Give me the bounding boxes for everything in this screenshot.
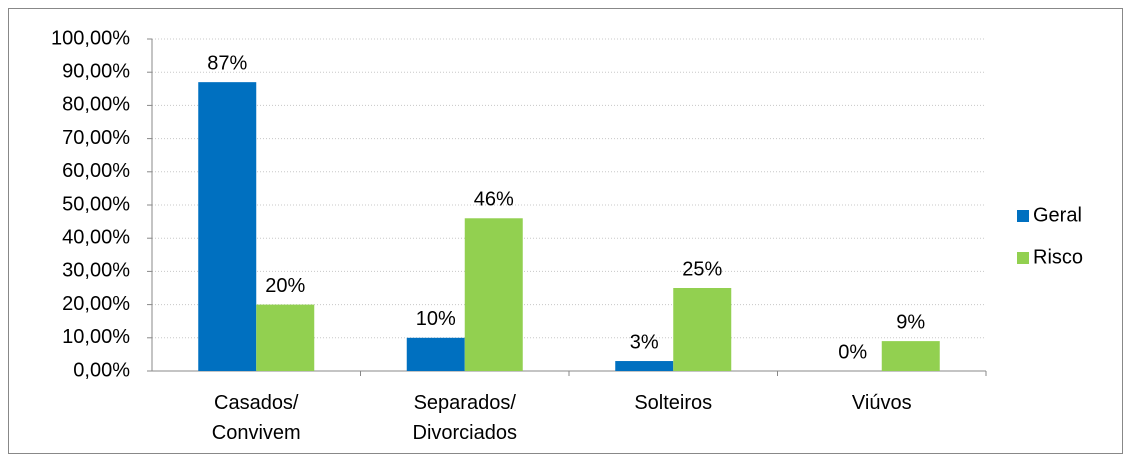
- x-tick-label: Separados/Divorciados: [413, 392, 517, 444]
- data-label: 3%: [630, 331, 659, 353]
- x-tick-label: Casados/Convivem: [212, 392, 301, 444]
- data-label: 0%: [838, 341, 867, 363]
- y-tick-label: 30,00%: [62, 260, 130, 282]
- data-label: 9%: [896, 311, 925, 333]
- data-label: 87%: [207, 52, 247, 74]
- bar: [881, 341, 940, 371]
- y-tick-label: 20,00%: [62, 293, 130, 315]
- data-label: 46%: [474, 189, 514, 211]
- bar: [673, 288, 732, 371]
- y-tick-label: 90,00%: [62, 60, 130, 82]
- y-tick-label: 50,00%: [62, 193, 130, 215]
- x-tick-label: Viúvos: [852, 392, 912, 414]
- bar: [615, 361, 674, 371]
- x-tick-label: Solteiros: [634, 392, 712, 414]
- legend-swatch: [1017, 210, 1029, 222]
- bar: [464, 218, 523, 371]
- y-tick-label: 10,00%: [62, 326, 130, 348]
- bar: [256, 304, 315, 371]
- data-label: 20%: [265, 275, 305, 297]
- y-tick-label: 80,00%: [62, 94, 130, 116]
- y-tick-label: 40,00%: [62, 226, 130, 248]
- data-label: 10%: [416, 308, 456, 330]
- legend-swatch: [1017, 252, 1029, 264]
- data-label: 25%: [682, 258, 722, 280]
- chart-border: [8, 8, 1123, 454]
- legend-label: Geral: [1033, 204, 1082, 226]
- bar: [406, 337, 465, 371]
- y-tick-label: 0,00%: [73, 359, 130, 381]
- y-tick-label: 70,00%: [62, 127, 130, 149]
- y-tick-label: 100,00%: [51, 27, 130, 49]
- legend-label: Risco: [1033, 246, 1083, 268]
- y-tick-label: 60,00%: [62, 160, 130, 182]
- bar: [198, 82, 257, 371]
